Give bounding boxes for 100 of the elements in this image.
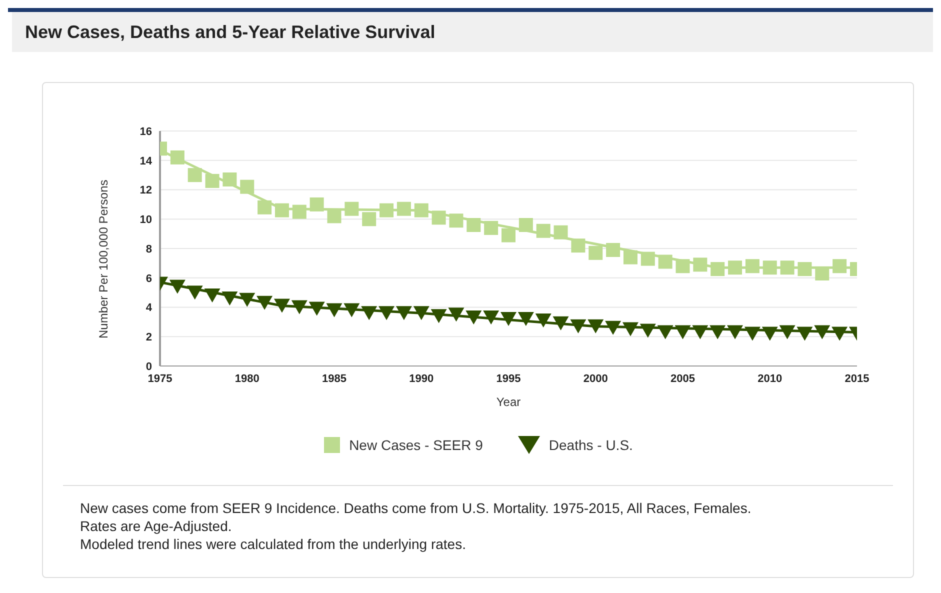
x-tick-label: 2000 [583,372,608,385]
point [762,326,778,341]
point [502,228,516,242]
y-tick-label: 14 [140,155,153,168]
point [414,203,428,218]
point [798,262,812,276]
point [832,259,847,274]
point [256,296,273,310]
point [832,326,848,341]
point [308,302,325,316]
point [378,306,395,320]
point [361,306,378,320]
point [535,313,552,328]
point [222,291,238,306]
point [239,292,256,307]
y-tick-label: 12 [140,184,152,197]
text: Modeled trend lines were calculated from the underlying rates. [80,535,467,553]
y-tick-label: 16 [140,126,152,138]
legend-label: Deaths - U.S. [548,437,633,453]
point [380,203,394,218]
point [536,224,550,238]
x-tick-label: 1980 [234,372,260,385]
point [466,218,481,232]
point [744,326,760,341]
y-tick-label: 10 [140,214,152,226]
point [605,320,622,335]
point [448,308,464,322]
point [205,174,220,188]
point [657,325,674,340]
point [240,180,254,194]
x-tick-label: 1985 [322,372,346,385]
point [483,310,500,325]
point [432,210,446,225]
point [449,214,464,228]
x-tick-label: 1995 [496,372,521,385]
point [745,259,760,274]
point [815,266,830,280]
point [327,209,342,224]
point [640,324,656,338]
point [693,258,708,272]
x-tick-label: 1990 [409,372,434,385]
point [640,252,655,266]
point [762,260,777,275]
point [170,150,184,164]
point [430,309,447,324]
point [570,319,586,334]
point [186,286,203,300]
point [606,242,620,257]
point [204,288,220,302]
point [780,260,794,275]
point [728,260,742,275]
point [554,225,568,240]
point [258,200,272,214]
point [676,259,690,274]
x-axis-title: Year [496,395,521,409]
point [484,220,498,235]
point [814,325,830,340]
point [310,197,324,212]
y-axis-title: Number Per 100,000 Persons [96,180,110,338]
y-tick-label: 0 [146,360,152,373]
point [622,322,638,336]
point [396,306,412,320]
point [396,202,411,216]
point [222,172,237,186]
text: New cases come from SEER 9 Incidence. Deaths come from U.S. Mortality. 1975-2015, All Races, Females. [80,499,752,517]
x-tick-label: 2015 [844,372,870,385]
point [518,312,534,326]
point [658,254,672,269]
point [518,218,533,232]
point [552,316,569,330]
x-tick-label: 1975 [148,372,172,385]
point [588,319,604,334]
point [362,212,376,226]
point [500,312,516,326]
chart-title: New Cases, Deaths and 5-Year Relative Survival [25,22,436,42]
point [710,325,726,340]
point [169,280,186,294]
point [674,325,691,340]
y-tick-label: 4 [146,302,153,314]
point [727,325,744,340]
point [692,325,708,340]
point [710,262,725,276]
point [274,203,289,218]
point [344,202,359,216]
x-tick-label: 2010 [758,372,782,385]
point [292,204,306,219]
point [291,300,308,314]
point [571,238,586,253]
point [326,303,342,318]
point [779,325,796,340]
point [796,326,813,341]
point [274,298,290,313]
y-tick-label: 2 [146,332,152,344]
legend-label: New Cases - SEER 9 [349,437,483,453]
point [413,306,430,320]
point [588,246,603,260]
y-tick-label: 6 [146,272,152,285]
text: Rates are Age-Adjusted. [80,517,233,535]
point [623,250,638,264]
y-tick-label: 8 [146,243,152,256]
